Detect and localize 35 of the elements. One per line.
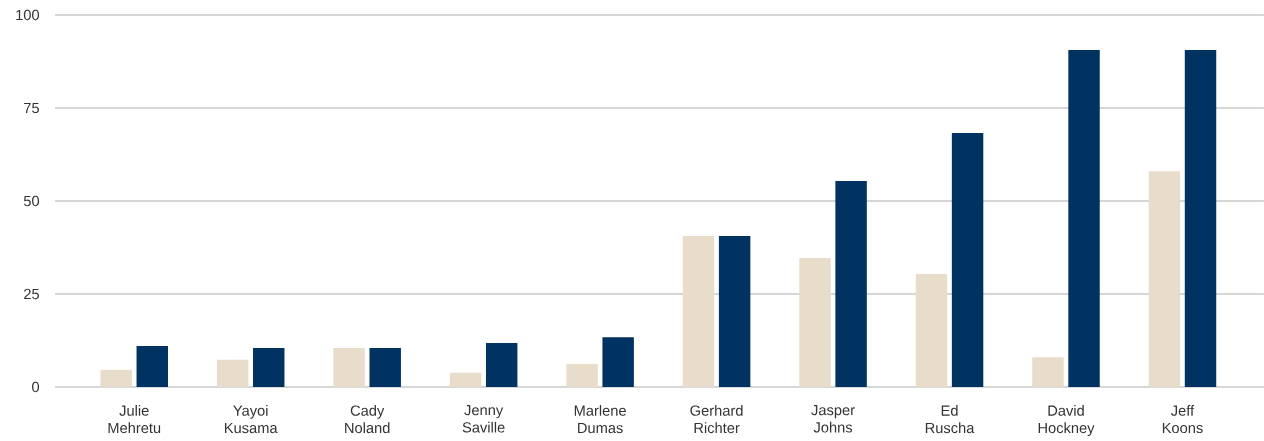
bar bbox=[1184, 49, 1217, 387]
x-tick-label: David Hockney bbox=[1038, 405, 1095, 437]
x-tick-label: Cady Noland bbox=[345, 405, 390, 434]
bar bbox=[1032, 357, 1064, 387]
bar bbox=[1148, 171, 1181, 387]
x-tick-label: Ed Ruscha bbox=[925, 405, 975, 434]
bar bbox=[951, 132, 984, 387]
y-tick-label: 0 bbox=[32, 381, 40, 393]
y-tick-label: 100 bbox=[16, 9, 40, 21]
x-tick-label: Jeff Koons bbox=[1162, 405, 1203, 434]
bar bbox=[682, 235, 715, 387]
bar bbox=[485, 343, 518, 387]
bar bbox=[718, 235, 751, 387]
bar bbox=[216, 359, 249, 387]
y-tick-label: 75 bbox=[24, 102, 39, 114]
x-tick-label: Jasper Johns bbox=[811, 405, 855, 433]
x-tick-label: Julie Mehretu bbox=[108, 405, 161, 434]
y-tick-label: 25 bbox=[24, 288, 39, 300]
bar bbox=[799, 257, 831, 387]
bar bbox=[100, 369, 132, 387]
x-tick-label: Marlene Dumas bbox=[574, 405, 626, 434]
bar bbox=[253, 347, 285, 387]
y-tick-label: 50 bbox=[23, 195, 40, 207]
bar bbox=[602, 337, 634, 387]
x-tick-label: Gerhard Richter bbox=[690, 405, 743, 434]
x-tick-label: Jenny Saville bbox=[462, 405, 505, 433]
bar bbox=[333, 347, 365, 387]
bar bbox=[369, 347, 401, 387]
bar bbox=[136, 346, 168, 387]
x-tick-label: Yayoi Kusama bbox=[225, 405, 278, 434]
bar bbox=[449, 372, 482, 387]
bar bbox=[835, 180, 867, 387]
bar bbox=[1068, 49, 1100, 387]
bar bbox=[915, 273, 948, 387]
bar bbox=[566, 363, 598, 387]
